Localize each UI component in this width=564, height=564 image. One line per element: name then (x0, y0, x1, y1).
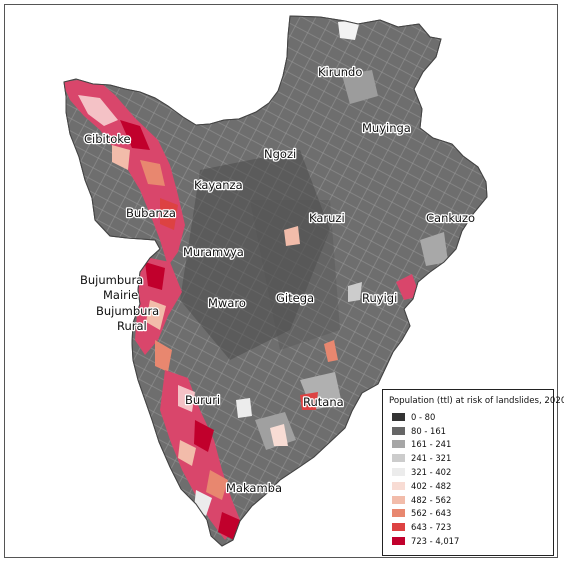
legend-label: 0 - 80 (411, 411, 436, 422)
label-rutana: Rutana (303, 395, 344, 409)
label-bururi: Bururi (185, 393, 220, 407)
legend-label: 402 - 482 (411, 480, 452, 491)
legend-label: 241 - 321 (411, 453, 452, 464)
legend-row: 321 - 402 (389, 465, 547, 479)
legend-swatch (392, 412, 405, 421)
label-bujumbura-2: Bujumbura (96, 304, 159, 318)
label-mairie: Mairie (103, 288, 138, 302)
label-ruyigi: Ruyigi (362, 291, 397, 305)
legend-label: 321 - 402 (411, 467, 452, 478)
label-mwaro: Mwaro (208, 296, 246, 310)
label-muyinga: Muyinga (362, 121, 411, 135)
legend-swatch (392, 481, 405, 490)
legend-swatch (392, 523, 405, 532)
legend-label: 562 - 643 (411, 508, 452, 519)
legend-title: Population (ttl) at risk of landslides, … (389, 396, 564, 406)
province-labels: Kirundo Muyinga Ngozi Cibitoke Kayanza B… (79, 64, 477, 497)
legend-swatch (392, 537, 405, 546)
label-cankuzo: Cankuzo (426, 211, 475, 225)
legend-label: 723 - 4,017 (411, 536, 460, 547)
legend-row: 0 - 80 (389, 410, 547, 424)
legend-label: 482 - 562 (411, 494, 452, 505)
legend-swatch (392, 495, 405, 504)
legend-label: 643 - 723 (411, 522, 452, 533)
legend-swatch (392, 468, 405, 477)
label-bujumbura-1: Bujumbura (80, 273, 143, 287)
legend-row: 723 - 4,017 (389, 534, 547, 548)
label-karuzi: Karuzi (309, 211, 345, 225)
legend-swatch (392, 454, 405, 463)
label-muramvya: Muramvya (183, 245, 244, 259)
legend-row: 161 - 241 (389, 438, 547, 452)
legend-row: 241 - 321 (389, 451, 547, 465)
legend-label: 80 - 161 (411, 425, 446, 436)
legend-row: 402 - 482 (389, 479, 547, 493)
label-rural: Rural (117, 319, 147, 333)
label-makamba: Makamba (226, 481, 282, 495)
legend: Population (ttl) at risk of landslides, … (382, 389, 564, 556)
label-bubanza: Bubanza (126, 206, 176, 220)
label-gitega: Gitega (276, 291, 314, 305)
legend-row: 562 - 643 (389, 507, 547, 521)
legend-label: 161 - 241 (411, 439, 452, 450)
label-ngozi: Ngozi (264, 147, 296, 161)
label-kirundo: Kirundo (318, 65, 362, 79)
legend-row: 643 - 723 (389, 520, 547, 534)
legend-swatch (392, 509, 405, 518)
label-kayanza: Kayanza (194, 178, 243, 192)
legend-row: 80 - 161 (389, 424, 547, 438)
map-frame (4, 4, 558, 558)
label-cibitoke: Cibitoke (84, 132, 131, 146)
legend-swatch (392, 440, 405, 449)
legend-row: 482 - 562 (389, 493, 547, 507)
legend-swatch (392, 426, 405, 435)
